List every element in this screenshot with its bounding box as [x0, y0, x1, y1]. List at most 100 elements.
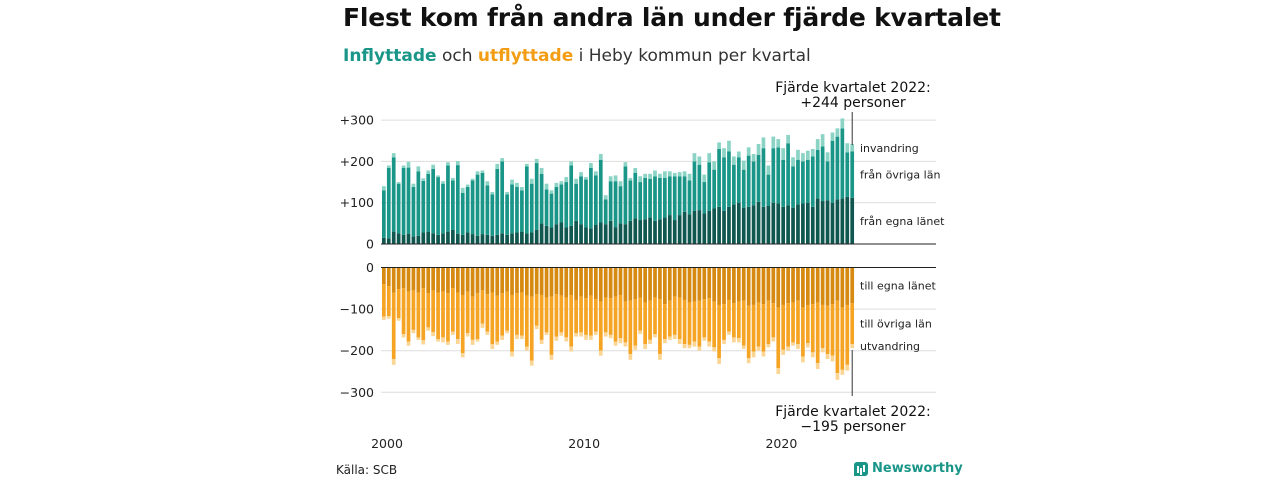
bar-segment: [717, 149, 721, 207]
bar-segment: [490, 235, 495, 244]
bar-segment: [648, 217, 652, 244]
bar-segment: [771, 267, 776, 304]
bar-segment: [603, 224, 608, 244]
newsworthy-logo: Newsworthy: [854, 461, 963, 476]
bar-segment: [667, 300, 672, 337]
bar-segment: [712, 267, 717, 302]
bar-segment: [465, 187, 470, 233]
bar-segment: [756, 201, 761, 244]
bar-segment: [638, 182, 643, 221]
bar-segment: [618, 294, 623, 339]
bar-segment: [470, 267, 475, 297]
bar-segment: [845, 143, 850, 153]
bar-segment: [589, 168, 593, 229]
bar-segment: [451, 177, 455, 181]
bar-segment: [569, 165, 574, 226]
bar-segment: [707, 210, 712, 244]
bar-segment: [544, 183, 549, 190]
bar-segment: [554, 294, 559, 337]
bar-segment: [682, 344, 687, 349]
bar-segment: [786, 267, 790, 304]
bar-segment: [618, 186, 623, 224]
bar-segment: [391, 153, 396, 158]
bar-segment: [815, 198, 820, 244]
bar-segment: [411, 290, 416, 330]
bar-segment: [658, 354, 662, 360]
y-tick-label: +300: [340, 113, 374, 128]
bar-segment: [791, 302, 795, 343]
bar-segment: [663, 171, 667, 178]
bar-segment: [411, 183, 416, 187]
bar-segment: [421, 232, 426, 244]
bar-segment: [401, 288, 406, 335]
y-tick-label: −200: [340, 343, 374, 358]
bar-segment: [569, 294, 574, 347]
bar-segment: [850, 267, 855, 304]
bar-segment: [692, 161, 697, 211]
bar-segment: [741, 169, 746, 208]
bar-segment: [446, 162, 450, 166]
bar-segment: [830, 304, 835, 356]
bar-segment: [480, 290, 485, 324]
bar-segment: [529, 267, 534, 297]
bar-segment: [436, 267, 440, 293]
bar-segment: [727, 151, 731, 207]
subtitle-och: och: [436, 46, 478, 66]
bar-segment: [722, 210, 726, 244]
bar-segment: [515, 232, 519, 244]
bar-segment: [781, 206, 786, 244]
bar-segment: [574, 178, 578, 184]
bar-segment: [569, 346, 574, 352]
bar-segment: [460, 267, 465, 295]
bar-segment: [520, 187, 524, 191]
bar-segment: [431, 290, 435, 332]
bar-segment: [431, 331, 435, 337]
bar-segment: [446, 165, 450, 232]
bar-segment: [549, 227, 554, 244]
bar-segment: [416, 267, 421, 293]
bar-segment: [455, 233, 460, 244]
bar-segment: [727, 140, 731, 152]
bar-segment: [436, 292, 440, 340]
bar-segment: [687, 344, 692, 349]
bar-segment: [845, 304, 850, 365]
bar-segment: [603, 195, 608, 200]
bar-segment: [470, 234, 475, 244]
bar-segment: [623, 267, 628, 302]
y-tick-label: +200: [340, 154, 374, 169]
bar-segment: [648, 300, 652, 340]
bar-segment: [446, 341, 450, 345]
bar-segment: [500, 233, 505, 244]
bar-segment: [791, 342, 795, 346]
bar-segment: [411, 329, 416, 334]
bar-segment: [515, 334, 519, 340]
bar-segment: [791, 207, 795, 244]
bar-segment: [707, 298, 712, 342]
bar-segment: [840, 198, 845, 244]
bar-segment: [505, 291, 509, 331]
bar-segment: [510, 179, 514, 185]
series-label: till egna länet: [860, 279, 936, 292]
bar-segment: [687, 180, 692, 215]
bar-segment: [475, 293, 480, 340]
bar-segment: [589, 267, 593, 296]
bar-segment: [643, 173, 647, 178]
bar-segment: [707, 267, 712, 299]
bar-segment: [658, 219, 662, 244]
bar-segment: [732, 303, 736, 338]
bar-segment: [382, 284, 386, 317]
bar-segment: [589, 163, 593, 169]
bar-segment: [761, 148, 766, 207]
bar-segment: [663, 339, 667, 344]
bar-segment: [396, 289, 401, 319]
bar-segment: [761, 206, 766, 244]
bar-segment: [470, 180, 475, 235]
chart-title: Flest kom från andra län under fjärde kv…: [343, 3, 1001, 32]
bar-segment: [510, 351, 514, 357]
bar-segment: [505, 330, 509, 334]
bar-segment: [810, 352, 815, 358]
bar-segment: [584, 267, 588, 299]
bar-segment: [628, 177, 633, 181]
bar-segment: [677, 215, 682, 244]
bar-segment: [406, 341, 411, 346]
